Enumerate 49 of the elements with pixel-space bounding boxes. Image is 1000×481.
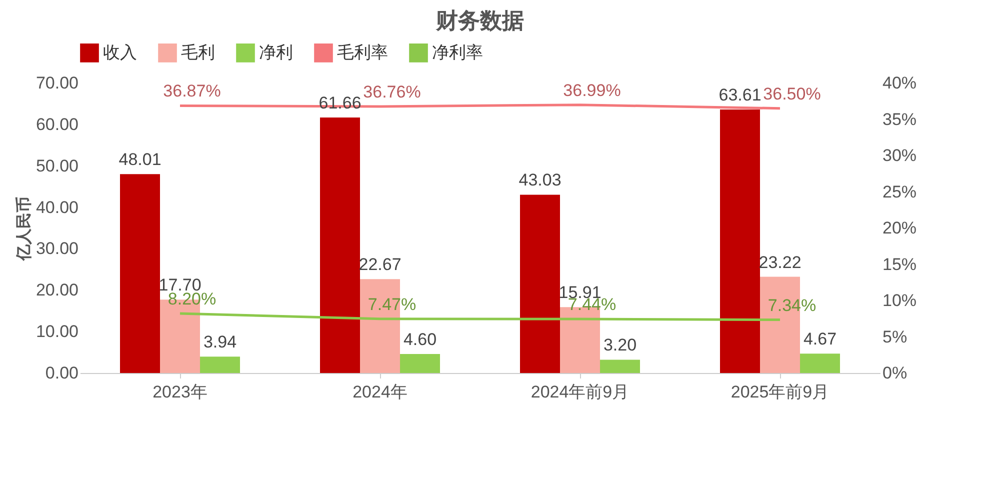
legend-label: 毛利率 <box>337 42 388 62</box>
data-label: 36.87% <box>163 82 221 101</box>
y2-tick-label: 0% <box>882 364 908 382</box>
data-label: 36.76% <box>363 82 421 102</box>
data-label: 4.67 <box>803 330 837 349</box>
legend-label: 净利率 <box>432 42 483 62</box>
y2-tick-label: 40% <box>882 74 917 92</box>
chart-title: 财务数据 <box>435 8 524 33</box>
bar <box>400 354 440 373</box>
data-label: 36.99% <box>563 80 621 100</box>
bar <box>720 109 760 373</box>
line-series <box>178 312 782 322</box>
x-tick-label: 2025年前9月 <box>730 382 830 402</box>
y-tick-label: 30.00 <box>36 239 78 258</box>
y2-tick-label: 5% <box>882 327 908 346</box>
bar <box>800 354 840 373</box>
bar <box>520 194 560 373</box>
y-tick-label: 50.00 <box>36 156 78 176</box>
data-label: 4.60 <box>403 330 437 349</box>
data-label: 36.50% <box>763 84 821 104</box>
legend-label: 收入 <box>103 42 137 62</box>
data-label: 48.01 <box>118 150 162 170</box>
legend-label: 毛利 <box>181 42 215 62</box>
y-tick-label: 10.00 <box>36 322 78 342</box>
data-label: 63.61 <box>718 85 762 104</box>
y2-tick-label: 30% <box>882 146 917 165</box>
y2-tick-label: 10% <box>882 291 917 310</box>
y-tick-label: 40.00 <box>36 198 78 217</box>
y2-tick-label: 20% <box>882 218 917 238</box>
data-label: 3.20 <box>603 336 637 355</box>
y2-tick-label: 35% <box>882 110 917 129</box>
bar <box>120 174 160 373</box>
y-tick-label: 60.00 <box>36 114 78 134</box>
legend-label: 净利 <box>259 42 293 62</box>
bar <box>200 356 240 373</box>
data-label: 8.20% <box>168 290 216 309</box>
x-tick-label: 2023年 <box>152 382 208 402</box>
y2-tick-label: 25% <box>882 182 917 202</box>
y-tick-label: 70.00 <box>36 74 78 92</box>
y-tick-label: 0.00 <box>45 364 78 382</box>
y2-tick-label: 15% <box>882 254 917 274</box>
bar <box>320 118 360 373</box>
data-label: 3.94 <box>203 332 237 352</box>
y-tick-label: 20.00 <box>36 280 78 300</box>
y-axis-title: 亿人民币 <box>14 196 33 262</box>
bar <box>600 360 640 373</box>
x-tick-label: 2024年前9月 <box>530 382 630 402</box>
x-tick-label: 2024年 <box>352 382 408 402</box>
data-label: 43.03 <box>518 170 562 190</box>
